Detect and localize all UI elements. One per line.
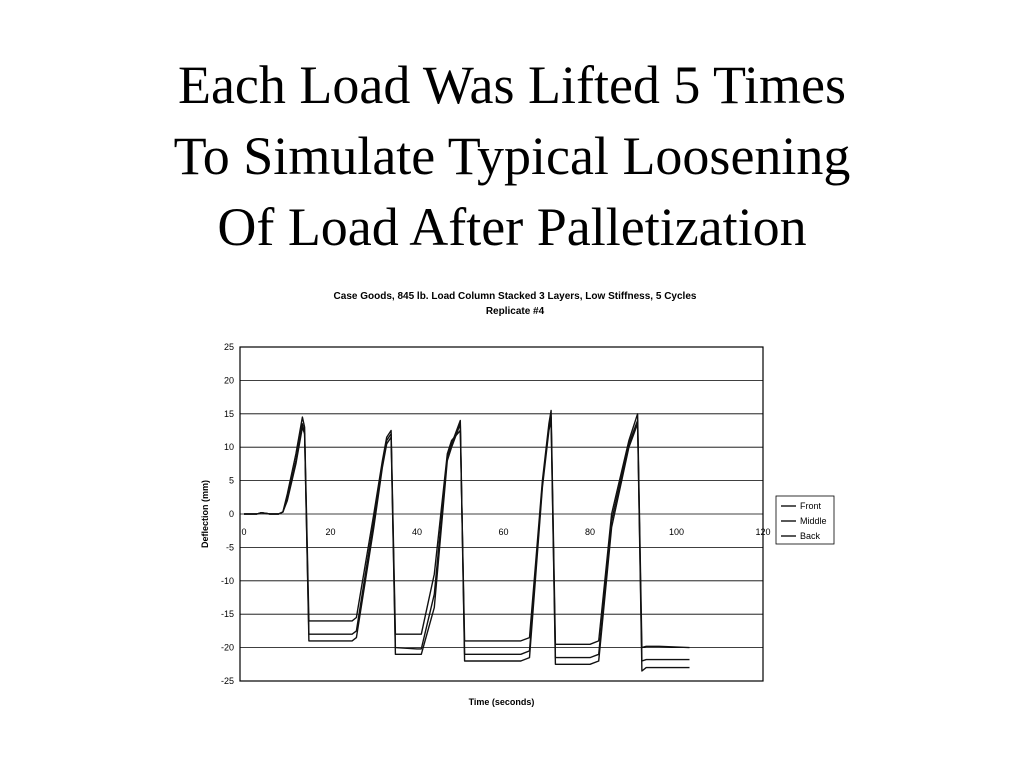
y-tick-label: -15 — [221, 609, 234, 619]
slide-title-line-1: Each Load Was Lifted 5 Times — [177, 55, 847, 115]
y-tick-label: 5 — [229, 476, 234, 486]
slide-title-line-2: To Simulate Typical Loosening — [173, 126, 851, 186]
x-tick-label: 0 — [241, 527, 246, 537]
series-line-middle — [244, 416, 690, 662]
slide-title-line-3: Of Load After Palletization — [217, 197, 807, 257]
y-axis-tick-labels: 25 20 15 10 5 0 -5 -10 -15 -20 -25 — [221, 342, 234, 686]
chart-legend: Front Middle Back — [775, 495, 835, 545]
y-tick-label: 15 — [224, 409, 234, 419]
plot-area-frame — [239, 346, 764, 682]
y-tick-label: 0 — [229, 509, 234, 519]
y-tick-label: -10 — [221, 576, 234, 586]
y-axis-label: Deflection (mm) — [200, 480, 210, 548]
x-tick-label: 40 — [412, 527, 422, 537]
legend-label-middle: Middle — [800, 516, 827, 526]
y-tick-label: -5 — [226, 542, 234, 552]
grid-lines — [240, 346, 763, 682]
chart-title-line-2: Replicate #4 — [485, 306, 545, 317]
x-tick-label: 60 — [498, 527, 508, 537]
series-lines — [244, 409, 690, 672]
x-tick-label: 20 — [325, 527, 335, 537]
y-tick-label: 25 — [224, 342, 234, 352]
y-tick-label: 10 — [224, 442, 234, 452]
slide-title: Each Load Was Lifted 5 Times To Simulate… — [0, 50, 1024, 263]
y-tick-label: -25 — [221, 676, 234, 686]
x-tick-label: 80 — [585, 527, 595, 537]
chart-title-line-1: Case Goods, 845 lb. Load Column Stacked … — [333, 291, 697, 302]
legend-label-back: Back — [800, 531, 821, 541]
y-tick-label: -20 — [221, 643, 234, 653]
x-tick-label: 120 — [755, 527, 770, 537]
legend-label-front: Front — [800, 501, 822, 511]
series-line-front — [244, 409, 690, 649]
y-tick-label: 20 — [224, 375, 234, 385]
series-line-back — [244, 419, 690, 672]
chart-title: Case Goods, 845 lb. Load Column Stacked … — [240, 289, 790, 319]
x-axis-tick-labels: 0 20 40 60 80 100 120 — [241, 527, 770, 537]
x-axis-label: Time (seconds) — [469, 697, 535, 707]
x-tick-label: 100 — [669, 527, 684, 537]
